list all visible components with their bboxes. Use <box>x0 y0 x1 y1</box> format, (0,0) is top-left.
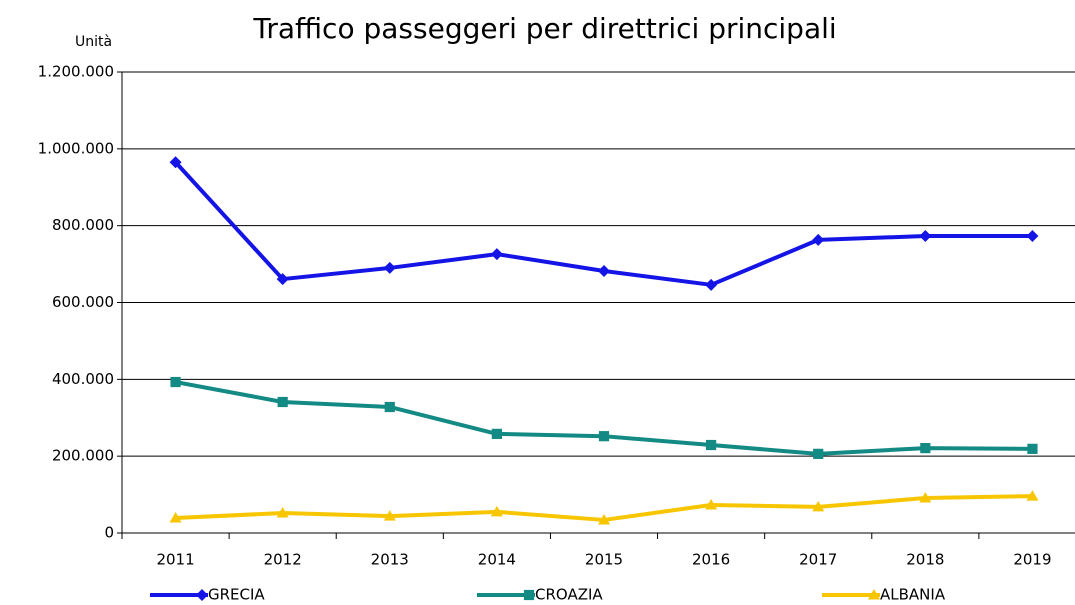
marker <box>523 589 535 601</box>
x-tick-label: 2014 <box>478 551 516 569</box>
legend-label: CROAZIA <box>535 586 603 604</box>
y-axis-label: Unità <box>75 34 112 50</box>
marker <box>383 510 396 521</box>
marker <box>598 264 610 277</box>
x-tick-label: 2017 <box>799 551 837 569</box>
marker <box>490 248 503 261</box>
y-tick-label: 1.000.000 <box>38 139 114 157</box>
marker <box>277 396 288 408</box>
y-tick-label: 600.000 <box>52 293 114 311</box>
marker <box>1026 490 1039 501</box>
marker <box>276 273 289 286</box>
marker <box>196 589 208 601</box>
legend-label: GRECIA <box>208 586 265 604</box>
legend-label: ALBANIA <box>880 586 946 604</box>
x-tick-label: 2013 <box>371 551 409 569</box>
marker <box>705 498 718 510</box>
marker <box>169 156 182 169</box>
marker <box>490 505 503 517</box>
marker <box>598 431 610 442</box>
x-tick-label: 2018 <box>906 551 944 569</box>
marker <box>491 428 502 439</box>
chart-title: Traffico passeggeri per direttrici princ… <box>252 12 836 45</box>
marker <box>598 513 610 525</box>
marker <box>384 401 395 413</box>
y-tick-label: 400.000 <box>52 370 114 388</box>
y-tick-label: 800.000 <box>52 216 114 234</box>
marker <box>812 233 825 246</box>
marker <box>1026 230 1039 243</box>
marker <box>706 439 717 451</box>
marker <box>383 261 396 274</box>
x-tick-label: 2011 <box>156 551 194 569</box>
y-tick-label: 0 <box>104 524 114 542</box>
marker <box>705 278 718 291</box>
x-tick-label: 2016 <box>692 551 730 569</box>
marker <box>170 376 181 388</box>
marker <box>920 442 931 454</box>
y-tick-label: 200.000 <box>52 447 114 465</box>
marker <box>812 500 825 512</box>
marker <box>169 512 182 523</box>
x-tick-label: 2019 <box>1013 551 1051 569</box>
marker <box>1027 443 1038 454</box>
marker <box>813 448 824 459</box>
x-tick-label: 2012 <box>264 551 302 569</box>
marker <box>919 492 932 503</box>
marker <box>868 589 880 600</box>
series-line <box>175 380 1033 456</box>
marker <box>919 230 932 243</box>
y-tick-label: 1.200.000 <box>38 63 114 81</box>
x-tick-label: 2015 <box>585 551 623 569</box>
marker <box>276 507 289 518</box>
